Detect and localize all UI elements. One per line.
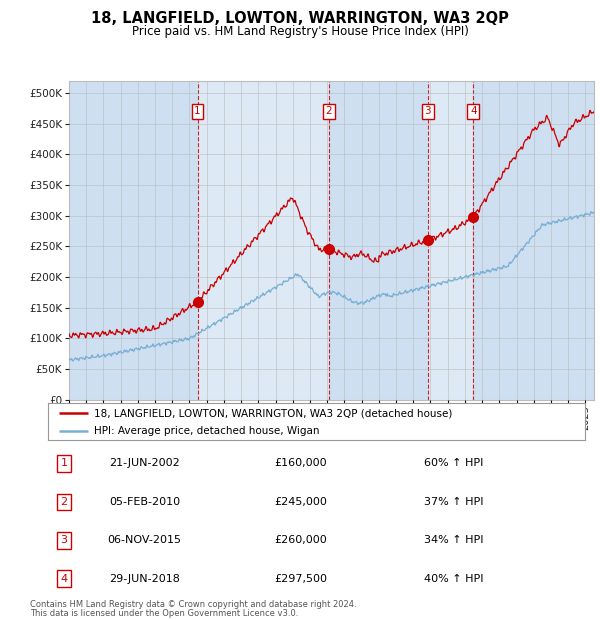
Text: 3: 3 — [61, 535, 68, 546]
Bar — [69, 81, 197, 400]
Text: £260,000: £260,000 — [274, 535, 327, 546]
Text: 34% ↑ HPI: 34% ↑ HPI — [424, 535, 484, 546]
Text: 2: 2 — [326, 106, 332, 117]
Text: 60% ↑ HPI: 60% ↑ HPI — [424, 458, 483, 469]
Text: This data is licensed under the Open Government Licence v3.0.: This data is licensed under the Open Gov… — [30, 609, 298, 618]
Text: 37% ↑ HPI: 37% ↑ HPI — [424, 497, 484, 507]
Text: 21-JUN-2002: 21-JUN-2002 — [109, 458, 180, 469]
Bar — [428, 81, 473, 400]
Text: 40% ↑ HPI: 40% ↑ HPI — [424, 574, 484, 584]
Text: 4: 4 — [470, 106, 476, 117]
Text: 18, LANGFIELD, LOWTON, WARRINGTON, WA3 2QP (detached house): 18, LANGFIELD, LOWTON, WARRINGTON, WA3 2… — [94, 409, 452, 419]
Text: 2: 2 — [61, 497, 68, 507]
Text: £245,000: £245,000 — [274, 497, 327, 507]
Text: HPI: Average price, detached house, Wigan: HPI: Average price, detached house, Wiga… — [94, 426, 319, 436]
Text: 1: 1 — [61, 458, 68, 469]
Text: Contains HM Land Registry data © Crown copyright and database right 2024.: Contains HM Land Registry data © Crown c… — [30, 600, 356, 609]
Text: £297,500: £297,500 — [274, 574, 327, 584]
Text: Price paid vs. HM Land Registry's House Price Index (HPI): Price paid vs. HM Land Registry's House … — [131, 25, 469, 38]
Text: 06-NOV-2015: 06-NOV-2015 — [107, 535, 182, 546]
Text: 1: 1 — [194, 106, 201, 117]
Bar — [329, 81, 428, 400]
Text: £160,000: £160,000 — [274, 458, 327, 469]
Bar — [197, 81, 329, 400]
Bar — [473, 81, 594, 400]
Text: 4: 4 — [61, 574, 68, 584]
Text: 05-FEB-2010: 05-FEB-2010 — [109, 497, 180, 507]
Text: 3: 3 — [425, 106, 431, 117]
Text: 18, LANGFIELD, LOWTON, WARRINGTON, WA3 2QP: 18, LANGFIELD, LOWTON, WARRINGTON, WA3 2… — [91, 11, 509, 26]
Text: 29-JUN-2018: 29-JUN-2018 — [109, 574, 180, 584]
